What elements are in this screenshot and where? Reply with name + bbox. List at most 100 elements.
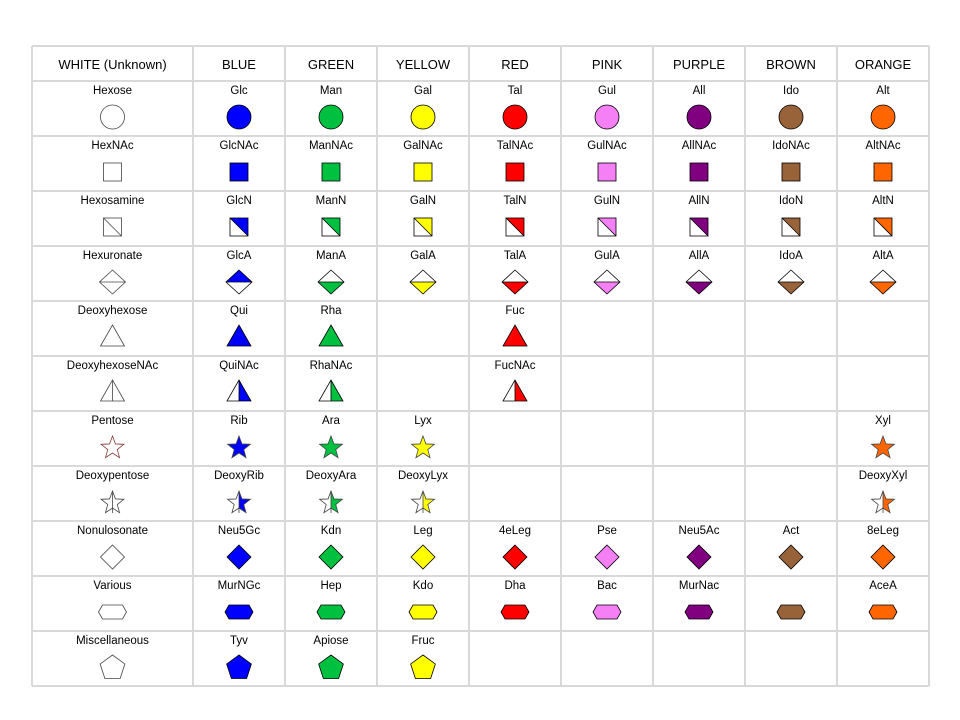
symbol-cell: Deoxypentose (76, 470, 149, 514)
square-pink-icon (597, 162, 617, 182)
flat-hexagon-red-icon (500, 604, 530, 620)
symbol-label: Various (93, 580, 131, 592)
crossed-square-red-icon (505, 217, 525, 237)
divided-diamond-yellow-icon (409, 269, 437, 295)
flat-hexagon-green-icon (316, 604, 346, 620)
circle-green-icon (318, 104, 344, 130)
symbol-label: GlcNAc (220, 140, 259, 152)
divided-diamond-brown-icon (777, 269, 805, 295)
symbol-cell: 4eLeg (499, 525, 531, 570)
column-header-pink: PINK (592, 57, 623, 72)
star-orange-icon (870, 434, 896, 459)
symbol-label: FucNAc (495, 360, 536, 372)
symbol-cell: Hexose (93, 85, 132, 130)
diamond-purple-icon (686, 544, 712, 570)
symbol-label: Rib (230, 415, 247, 427)
divided-star-white-icon (99, 489, 126, 514)
symbol-label: GalNAc (403, 140, 443, 152)
symbol-cell: Pentose (91, 415, 134, 459)
square-white-icon (103, 162, 122, 182)
symbol-label: Miscellaneous (76, 635, 149, 647)
symbol-cell: Bac (592, 580, 622, 620)
flat-hexagon-blue-icon (224, 604, 254, 620)
flat-hexagon-white-icon (98, 604, 127, 620)
symbol-cell: ManA (316, 250, 346, 295)
symbol-label: AltN (872, 195, 894, 207)
symbol-label: Hexosamine (81, 195, 145, 207)
symbol-label: AllN (688, 195, 709, 207)
square-orange-icon (873, 162, 893, 182)
pentagon-white-icon (99, 654, 126, 679)
symbol-label: DeoxyLyx (398, 470, 448, 482)
symbol-label: AllA (689, 250, 710, 262)
pentagon-green-icon (318, 654, 344, 679)
symbol-cell: Hexosamine (81, 195, 145, 237)
symbol-cell: GlcN (226, 195, 252, 237)
symbol-cell: Hep (316, 580, 346, 620)
symbol-label: Kdo (413, 580, 433, 592)
symbol-label: Fruc (412, 635, 435, 647)
symbol-cell: Miscellaneous (76, 635, 149, 679)
circle-pink-icon (594, 104, 620, 130)
symbol-cell: Gal (410, 85, 436, 130)
symbol-label: DeoxyRib (214, 470, 264, 482)
flat-hexagon-orange-icon (868, 604, 898, 620)
symbol-cell: DeoxyhexoseNAc (67, 360, 158, 402)
symbol-label: AltNAc (865, 140, 900, 152)
symbol-cell: AltNAc (865, 140, 901, 182)
symbol-label: ManN (316, 195, 347, 207)
symbol-cell: 8eLeg (867, 525, 899, 570)
symbol-cell: MurNGc (218, 580, 261, 620)
symbol-cell: All (686, 85, 712, 130)
diamond-green-icon (318, 544, 344, 570)
symbol-cell: Rib (226, 415, 252, 459)
column-header-brown: BROWN (766, 57, 816, 72)
symbol-cell: Neu5Ac (679, 525, 720, 570)
diamond-blue-icon (226, 544, 252, 570)
symbol-label: Xyl (875, 415, 891, 427)
column-header-white: WHITE (Unknown) (58, 57, 166, 72)
symbol-label: AltA (872, 250, 893, 262)
symbol-label: IdoA (779, 250, 803, 262)
flat-hexagon-yellow-icon (408, 604, 438, 620)
symbol-label: Bac (597, 580, 617, 592)
symbol-cell: IdoN (779, 195, 803, 237)
square-purple-icon (689, 162, 709, 182)
pentagon-blue-icon (226, 654, 252, 679)
flat-hexagon-purple-icon (684, 604, 714, 620)
symbol-label: Act (783, 525, 800, 537)
symbol-cell: DeoxyAra (306, 470, 357, 514)
square-yellow-icon (413, 162, 433, 182)
square-green-icon (321, 162, 341, 182)
symbol-label: AceA (869, 580, 897, 592)
triangle-white-icon (99, 324, 126, 347)
diamond-pink-icon (594, 544, 620, 570)
symbol-label: Glc (230, 85, 248, 97)
symbol-cell: AltN (872, 195, 894, 237)
circle-orange-icon (870, 104, 896, 130)
symbol-cell: Apiose (313, 635, 349, 679)
symbol-label: Pse (597, 525, 617, 537)
symbol-cell: Xyl (870, 415, 896, 459)
symbol-cell: Hexuronate (83, 250, 142, 295)
symbol-label: IdoNAc (772, 140, 810, 152)
column-header-blue: BLUE (222, 57, 256, 72)
symbol-label: Tal (508, 85, 523, 97)
column-header-green: GREEN (308, 57, 354, 72)
divided-star-yellow-icon (410, 489, 436, 514)
symbol-cell: AceA (868, 580, 898, 620)
symbol-label: TalN (503, 195, 526, 207)
symbol-cell: Gul (594, 85, 620, 130)
symbol-label: Qui (230, 305, 248, 317)
symbol-label: Hexose (93, 85, 132, 97)
diamond-yellow-icon (410, 544, 436, 570)
circle-yellow-icon (410, 104, 436, 130)
divided-triangle-green-icon (318, 379, 344, 402)
symbol-label: GlcA (227, 250, 252, 262)
symbol-cell: Act (778, 525, 804, 570)
symbol-cell: AllA (685, 250, 713, 295)
symbol-label: Dha (504, 580, 526, 592)
symbol-cell: Nonulosonate (77, 525, 148, 570)
symbol-label: Neu5Ac (679, 525, 720, 537)
crossed-square-brown-icon (781, 217, 801, 237)
